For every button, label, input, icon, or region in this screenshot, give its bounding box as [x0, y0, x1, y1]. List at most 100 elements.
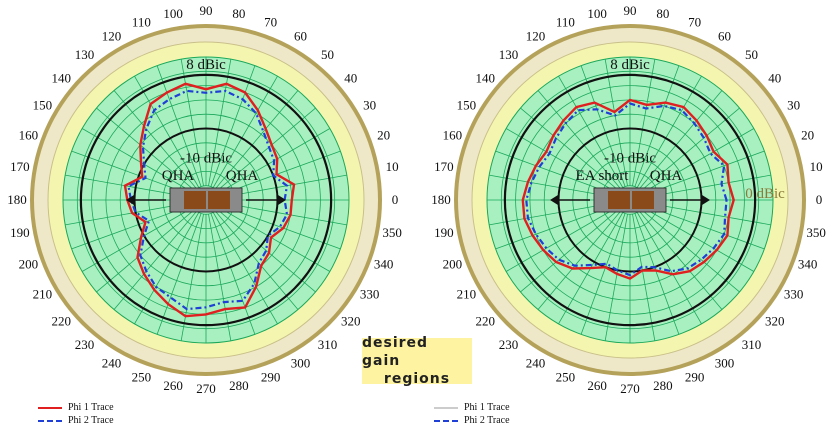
left-angle-label: 350: [382, 225, 402, 240]
right-angle-label: 0: [816, 192, 823, 207]
left-grid-spoke: [134, 75, 200, 188]
right-angle-label: 300: [715, 356, 735, 371]
callout-line-1: desired gain: [362, 335, 429, 369]
right-angle-label: 150: [457, 98, 477, 113]
left-grid-spoke: [81, 128, 194, 194]
right-angle-label: 170: [434, 159, 454, 174]
right-grid-spoke: [634, 65, 680, 187]
left-grid-spoke: [113, 90, 198, 190]
right-ring-label-right: 0 dBic: [745, 186, 785, 202]
right-grid-spoke: [640, 208, 740, 293]
right-angle-label: 190: [434, 225, 454, 240]
left-antenna-label-right: QHA: [226, 168, 259, 184]
left-angle-label: 150: [33, 98, 53, 113]
right-arrow-left-head: [550, 195, 558, 205]
right-ring-label-top: 8 dBic: [610, 57, 650, 73]
right-ref-circle-outer: [503, 73, 757, 327]
right-angle-label: 80: [656, 6, 669, 21]
left-grid-spoke: [212, 75, 278, 188]
left-angle-label: 70: [264, 14, 277, 29]
left-grid-spoke: [180, 214, 204, 341]
left-grid-spoke: [156, 65, 202, 187]
left-angle-label: 330: [360, 287, 380, 302]
left-angle-label: 160: [19, 127, 39, 142]
right-grid-spoke: [520, 208, 620, 293]
right-grid-spoke: [580, 213, 626, 335]
right-angle-label: 40: [768, 71, 781, 86]
right-angle-label: 100: [587, 6, 607, 21]
callout-line-2: regions: [383, 371, 451, 387]
legend-right: Phi 1 Trace Phi 2 Trace: [434, 402, 634, 430]
legend-label-phi1-left: Phi 1 Trace: [68, 402, 114, 413]
left-angle-label: 190: [10, 225, 30, 240]
right-angle-label: 310: [742, 337, 762, 352]
legend-label-phi2-right: Phi 2 Trace: [464, 415, 510, 426]
right-antenna-label-right: QHA: [650, 168, 683, 184]
right-angle-label: 320: [765, 313, 785, 328]
polar-plot-left: 0 10 20 30 40 50 60 70 80 90 100 110 120 130 140 150 160…: [7, 3, 402, 430]
left-angle-label: 230: [75, 337, 95, 352]
left-angle-label: 30: [363, 98, 376, 113]
left-angle-label: 20: [377, 127, 390, 142]
right-angle-label: 210: [457, 287, 477, 302]
right-grid-spoke: [537, 90, 622, 190]
left-grid-spoke: [180, 59, 204, 186]
left-angle-label: 310: [318, 337, 338, 352]
left-ref-circle-outer: [79, 73, 333, 327]
left-angle-label: 120: [102, 28, 122, 43]
left-angle-label: 90: [200, 3, 213, 18]
legend-swatch-phi1-right: [434, 407, 458, 409]
left-angle-label: 40: [344, 71, 357, 86]
right-angle-label: 250: [556, 370, 576, 385]
right-angle-label: 10: [810, 159, 823, 174]
left-grid-spoke: [81, 206, 194, 272]
right-angle-label: 50: [745, 47, 758, 62]
right-grid-spoke: [638, 90, 723, 190]
left-angle-label: 110: [132, 14, 151, 29]
left-angle-label: 180: [7, 192, 27, 207]
right-angle-label: 20: [801, 127, 814, 142]
left-angle-label: 0: [392, 192, 399, 207]
legend-left: Phi 1 Trace Phi 2 Trace: [38, 402, 238, 430]
legend-label-phi1-right: Phi 1 Trace: [464, 402, 510, 413]
right-grid-spoke: [520, 107, 620, 192]
polar-chart-right-svg: 0102030405060708090100110120130140150160…: [431, 3, 826, 396]
left-angle-label: 250: [132, 370, 152, 385]
left-angle-label: 320: [341, 313, 361, 328]
right-grid-spoke: [558, 75, 624, 188]
right-antenna-element-1: [608, 191, 630, 209]
left-grid-spoke: [113, 210, 198, 310]
right-grid-spoke: [505, 206, 618, 272]
left-angle-label: 80: [232, 6, 245, 21]
left-grid-spoke: [216, 208, 316, 293]
left-angle-label: 130: [75, 47, 95, 62]
right-grid-spoke: [537, 210, 622, 310]
left-grid-spoke: [210, 65, 256, 187]
left-angle-labels: 0102030405060708090100110120130140150160…: [7, 3, 402, 396]
right-grid-spoke: [640, 107, 740, 192]
right-grid-spoke: [642, 206, 755, 272]
right-angle-label: 180: [431, 192, 451, 207]
left-arrow-left-head: [126, 195, 134, 205]
right-grid-spoke: [604, 59, 628, 186]
left-grid-spoke: [96, 208, 196, 293]
left-grid-spoke: [210, 213, 256, 335]
left-angle-label: 270: [196, 381, 216, 396]
right-angle-label: 130: [499, 47, 518, 62]
right-grid-spoke: [642, 128, 755, 194]
left-grid-spoke: [218, 206, 331, 272]
left-grid-spoke: [214, 90, 299, 190]
right-grid-spoke: [604, 214, 628, 341]
right-grid-spoke: [580, 65, 626, 187]
legend-label-phi2-left: Phi 2 Trace: [68, 415, 114, 426]
left-grid-spoke: [208, 59, 232, 186]
right-angle-label: 160: [443, 127, 463, 142]
left-angle-label: 200: [19, 257, 39, 272]
left-ring-label-inner: -10 dBic: [180, 151, 232, 167]
right-angle-label: 110: [556, 14, 575, 29]
right-grid-spoke: [636, 75, 702, 188]
desired-gain-callout: desired gain regions: [362, 335, 472, 387]
polar-plot-right: 0 10 20 30 40 50 60 70 80 90 100 110 120 130 140 150 160…: [420, 0, 838, 432]
left-angle-label: 210: [33, 287, 53, 302]
left-antenna-element-2: [208, 191, 230, 209]
